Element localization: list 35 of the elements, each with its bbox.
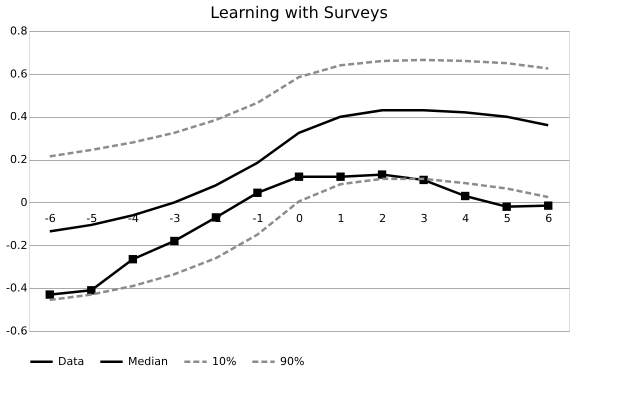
x-tick-label: 4: [462, 212, 470, 225]
point: [336, 172, 345, 181]
point: [87, 286, 96, 294]
legend-label: 10%: [212, 354, 236, 368]
point: [544, 201, 552, 210]
point: [460, 192, 470, 200]
line-series: [48, 58, 550, 158]
x-tick-label: 5: [504, 212, 511, 225]
x-tick-label: 3: [420, 212, 428, 225]
legend-label: 90%: [280, 354, 304, 368]
point: [253, 188, 262, 197]
y-tick-label: 0.4: [10, 110, 28, 124]
y-tick-label: 0: [20, 196, 28, 209]
y-tick-label: -0.6: [6, 324, 28, 338]
x-tick-label: -1: [252, 212, 264, 225]
x-tick-label: -3: [169, 212, 180, 225]
x-tick-label: 0: [296, 212, 303, 225]
point: [46, 290, 54, 299]
legend-label: Median: [128, 354, 168, 368]
y-tick-label: 0.2: [10, 153, 28, 166]
point: [502, 202, 511, 211]
point: [128, 255, 138, 264]
point: [294, 172, 304, 181]
x-tick-label: 2: [379, 212, 386, 225]
y-tick-label: 0.6: [10, 67, 28, 80]
x-tick-label: -5: [86, 212, 98, 225]
y-tick-label: -0.4: [6, 282, 28, 295]
x-tick-label: -6: [44, 212, 56, 225]
legend-label: Data: [58, 354, 84, 368]
y-tick-label: -0.2: [6, 238, 28, 252]
point: [170, 236, 179, 246]
x-tick-label: 1: [338, 212, 345, 225]
chart-title: Learning with Surveys: [210, 3, 388, 22]
x-tick-label: 6: [545, 212, 552, 225]
y-tick-label: 0.8: [10, 24, 28, 38]
